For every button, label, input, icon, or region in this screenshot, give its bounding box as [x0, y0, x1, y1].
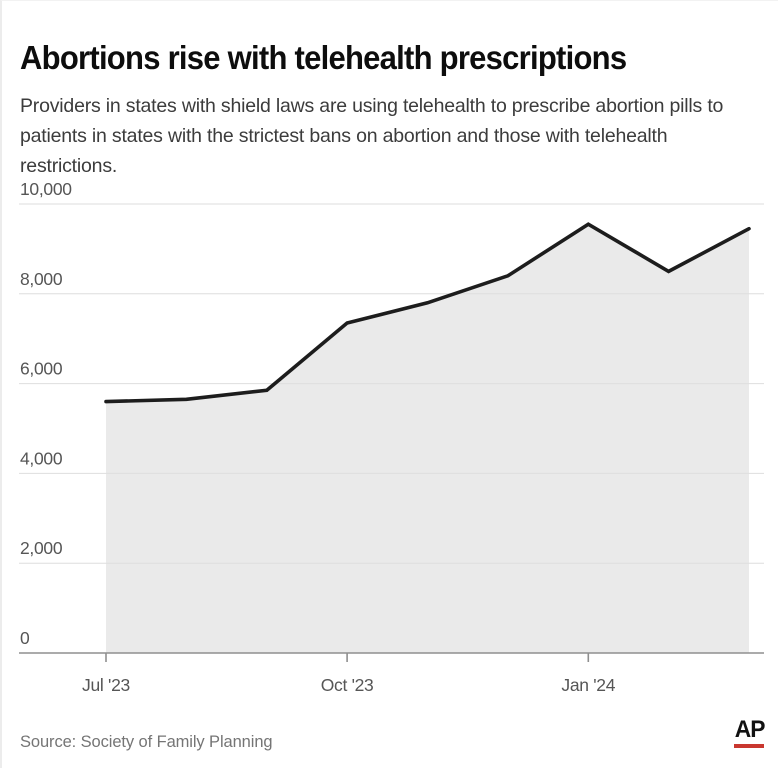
y-tick-label: 2,000	[20, 538, 63, 558]
ap-logo-text: AP	[734, 716, 765, 743]
x-tick-label: Jan '24	[561, 675, 615, 695]
y-tick-label: 4,000	[20, 448, 63, 468]
ap-logo: AP	[734, 718, 765, 748]
telehealth-abortions-area-chart: 0 2,000 4,000 6,000 8,000 10,000 Jul '23 Oct '2…	[19, 179, 764, 695]
area-fill	[106, 224, 749, 653]
y-tick-label: 0	[20, 628, 30, 648]
source-text: Source: Society of Family Planning	[20, 733, 273, 751]
y-tick-label: 10,000	[20, 179, 72, 199]
x-tick-label: Oct '23	[321, 675, 374, 695]
y-tick-label: 8,000	[20, 269, 63, 289]
chart-subtitle: Providers in states with shield laws are…	[20, 94, 724, 177]
x-tick-label: Jul '23	[82, 675, 130, 695]
page-title: Abortions rise with telehealth prescript…	[20, 39, 627, 77]
data-line	[104, 222, 751, 404]
y-tick-label: 6,000	[20, 359, 63, 379]
ap-logo-red-underline	[734, 744, 765, 748]
